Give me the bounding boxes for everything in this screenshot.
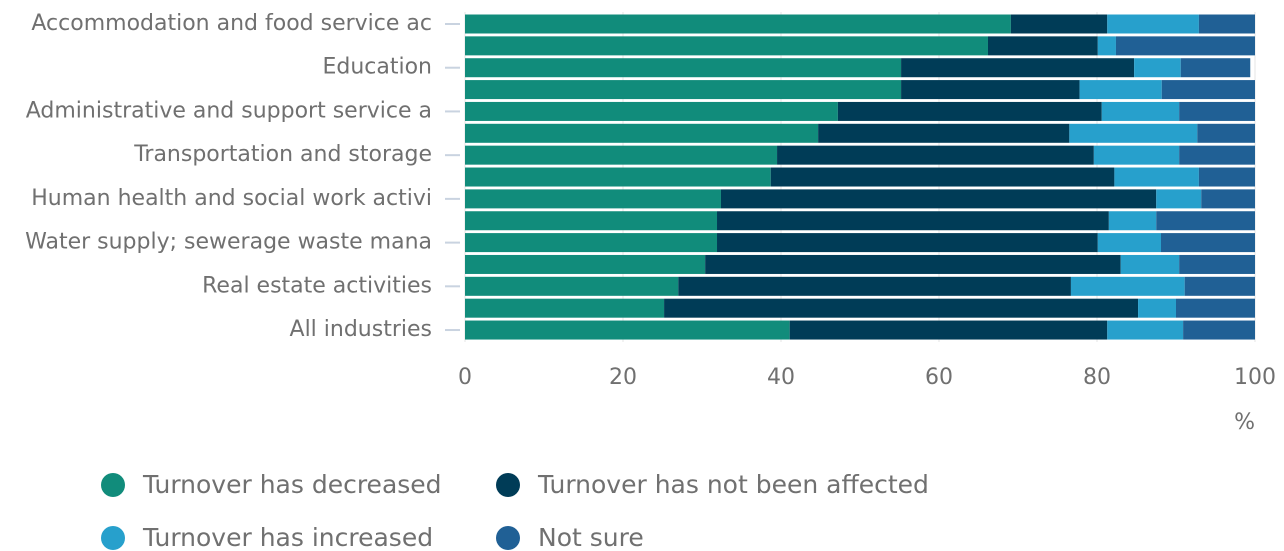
bar-segment <box>789 320 1108 340</box>
x-tick-label: 60 <box>925 365 953 390</box>
bar-segment <box>987 36 1098 56</box>
bar-segment <box>465 80 902 100</box>
bar-segment <box>770 167 1115 187</box>
y-tick-label: Transportation and storage <box>133 142 432 167</box>
bar-segment <box>1107 14 1199 34</box>
bar-segment <box>717 211 1109 231</box>
bar-segment <box>465 233 718 253</box>
bar-segment <box>678 276 1071 296</box>
bar-segment <box>1179 101 1255 121</box>
bar-segment <box>1161 80 1255 100</box>
bar-segment <box>1179 254 1255 274</box>
bar-segment <box>465 145 778 165</box>
legend-label: Not sure <box>538 523 644 551</box>
bar-segment <box>664 298 1139 318</box>
bar-segment <box>1079 80 1162 100</box>
bar-segment <box>1093 145 1180 165</box>
bar-segment <box>465 276 679 296</box>
bar-segment <box>837 101 1102 121</box>
bar-segment <box>1069 123 1198 143</box>
bar-segment <box>465 58 902 78</box>
legend-swatch <box>496 526 520 550</box>
bar-segment <box>720 189 1157 209</box>
legend-swatch <box>496 473 520 497</box>
bar-segment <box>465 123 819 143</box>
y-tick-label: Accommodation and food service ac <box>31 11 432 36</box>
bar-segment <box>1183 320 1255 340</box>
y-tick-label: Education <box>322 55 432 80</box>
bar-segment <box>465 36 988 56</box>
bar-segment <box>1176 298 1255 318</box>
x-tick-label: 80 <box>1083 365 1111 390</box>
bar-segment <box>1120 254 1180 274</box>
bar-segment <box>465 101 838 121</box>
y-tick-label: All industries <box>290 317 432 342</box>
legend-swatch <box>101 473 125 497</box>
bar-segment <box>1201 189 1255 209</box>
bar-segment <box>465 320 790 340</box>
bar-segment <box>1138 298 1176 318</box>
bar-segment <box>1179 145 1255 165</box>
bar-segment <box>1108 211 1157 231</box>
bar-segment <box>901 58 1135 78</box>
bar-segment <box>1198 14 1255 34</box>
bar-segment <box>1107 320 1184 340</box>
bar-segment <box>465 254 706 274</box>
bar-segment <box>1114 167 1199 187</box>
bar-segment <box>1097 233 1161 253</box>
bar-segment <box>818 123 1070 143</box>
bar-segment <box>1156 211 1255 231</box>
x-tick-label: 100 <box>1234 365 1276 390</box>
y-tick-label: Water supply; sewerage waste mana <box>25 230 432 255</box>
bar-segment <box>705 254 1121 274</box>
x-tick-label: 20 <box>609 365 637 390</box>
x-axis-label: % <box>1234 410 1255 435</box>
x-tick-label: 0 <box>458 365 472 390</box>
bar-segment <box>1115 36 1255 56</box>
y-tick-label: Human health and social work activi <box>31 186 432 211</box>
bar-segment <box>1070 276 1185 296</box>
bar-segment <box>465 167 771 187</box>
bar-segment <box>1010 14 1108 34</box>
bar-segment <box>465 189 721 209</box>
bar-segment <box>1184 276 1255 296</box>
bar-segment <box>465 211 718 231</box>
bar-segment <box>1180 58 1251 78</box>
bar-segment <box>465 298 665 318</box>
bar-segment <box>777 145 1094 165</box>
y-tick-label: Real estate activities <box>202 273 432 298</box>
bar-segment <box>1160 233 1255 253</box>
x-tick-label: 40 <box>767 365 795 390</box>
bar-segment <box>1156 189 1202 209</box>
legend-swatch <box>101 526 125 550</box>
bar-segment <box>465 14 1011 34</box>
legend-label: Turnover has increased <box>142 523 433 551</box>
legend-label: Turnover has not been affected <box>537 470 929 499</box>
bar-segment <box>717 233 1098 253</box>
bar-segment <box>1198 167 1255 187</box>
bar-segment <box>1101 101 1180 121</box>
legend-label: Turnover has decreased <box>142 470 442 499</box>
bar-segment <box>1097 36 1116 56</box>
bar-segment <box>1197 123 1255 143</box>
bar-segment <box>1134 58 1181 78</box>
y-tick-label: Administrative and support service a <box>26 98 432 123</box>
bar-segment <box>901 80 1080 100</box>
